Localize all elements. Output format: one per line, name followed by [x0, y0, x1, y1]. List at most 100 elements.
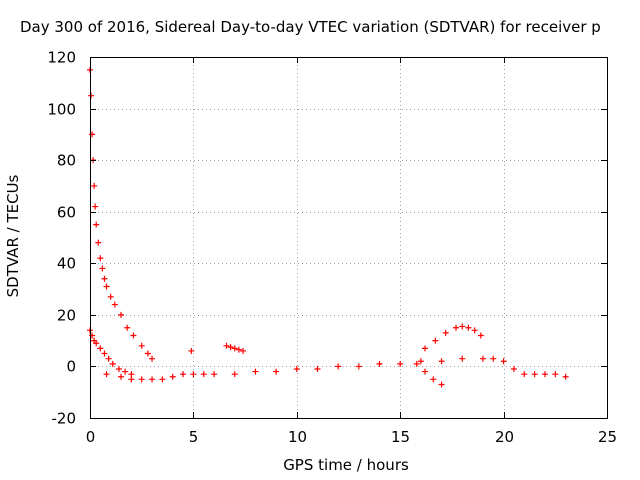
data-point [88, 92, 95, 99]
data-point [240, 347, 247, 354]
data-point [521, 371, 528, 378]
plot-frame [90, 57, 608, 419]
x-tick-label: 5 [189, 428, 199, 446]
data-point [91, 182, 98, 189]
y-tick-label: 0 [66, 358, 76, 376]
data-point [422, 345, 429, 352]
data-point [118, 311, 125, 318]
data-point [293, 366, 300, 373]
data-point [413, 360, 420, 367]
data-point [109, 360, 116, 367]
data-point [252, 368, 259, 375]
data-point [138, 342, 145, 349]
data-point [107, 293, 114, 300]
data-point [397, 360, 404, 367]
data-point [541, 371, 548, 378]
data-point [99, 265, 106, 272]
y-tick-label: 80 [57, 152, 76, 170]
series [188, 347, 195, 354]
data-point [92, 203, 99, 210]
data-point [376, 360, 383, 367]
data-point [231, 371, 238, 378]
y-axis-label: SDTVAR / TECUs [4, 174, 22, 297]
chart-title: Day 300 of 2016, Sidereal Day-to-day VTE… [20, 18, 601, 36]
data-point [231, 345, 238, 352]
x-tick-label: 15 [391, 428, 410, 446]
data-point [335, 363, 342, 370]
data-point [115, 366, 122, 373]
x-tick-label: 0 [86, 428, 96, 446]
data-point [471, 327, 478, 334]
data-point [95, 239, 102, 246]
y-tick-label: 100 [47, 101, 76, 119]
y-tick-label: 40 [57, 255, 76, 273]
data-point [101, 275, 108, 282]
series [103, 355, 569, 383]
data-point [432, 337, 439, 344]
data-point [430, 376, 437, 383]
data-point [105, 355, 112, 362]
y-tick-label: -20 [52, 410, 77, 428]
data-point [355, 363, 362, 370]
series [422, 323, 484, 352]
data-point [101, 350, 108, 357]
data-point [500, 358, 507, 365]
data-point [442, 329, 449, 336]
series [87, 66, 156, 362]
data-point [438, 381, 445, 388]
data-point [103, 371, 110, 378]
x-tick-label: 10 [288, 428, 307, 446]
data-point [93, 221, 100, 228]
data-point [188, 347, 195, 354]
data-point [227, 344, 234, 351]
data-point [124, 324, 131, 331]
data-point [459, 323, 466, 330]
data-point [465, 324, 472, 331]
data-point [479, 355, 486, 362]
data-point [438, 358, 445, 365]
data-point [122, 368, 129, 375]
data-point [422, 368, 429, 375]
data-point [144, 350, 151, 357]
data-point [417, 358, 424, 365]
data-point [453, 324, 460, 331]
data-point [459, 355, 466, 362]
data-point [138, 376, 145, 383]
data-point [159, 376, 166, 383]
data-point [103, 283, 110, 290]
data-point [118, 373, 125, 380]
series [413, 360, 445, 388]
data-points [87, 66, 569, 388]
data-point [477, 332, 484, 339]
data-point [273, 368, 280, 375]
axis-ticks: 0 5 10 15 20 25 -20 0 20 40 60 80 100 120 [47, 49, 617, 447]
data-point [190, 371, 197, 378]
data-point [180, 371, 187, 378]
data-point [97, 255, 104, 262]
data-point [128, 376, 135, 383]
x-tick-label: 25 [598, 428, 617, 446]
data-point [149, 376, 156, 383]
data-point [531, 371, 538, 378]
data-point [149, 355, 156, 362]
data-point [235, 346, 242, 353]
grid [90, 57, 607, 418]
data-point [200, 371, 207, 378]
series [223, 342, 247, 354]
x-axis-label: GPS time / hours [283, 456, 409, 474]
x-tick-label: 20 [495, 428, 514, 446]
data-point [490, 355, 497, 362]
data-point [111, 301, 118, 308]
data-point [510, 366, 517, 373]
data-point [169, 373, 176, 380]
data-point [562, 373, 569, 380]
data-point [211, 371, 218, 378]
data-point [223, 342, 230, 349]
data-point [130, 332, 137, 339]
y-tick-label: 20 [57, 307, 76, 325]
y-tick-label: 120 [47, 49, 76, 67]
data-point [128, 371, 135, 378]
data-point [89, 332, 96, 339]
y-tick-label: 60 [57, 204, 76, 222]
